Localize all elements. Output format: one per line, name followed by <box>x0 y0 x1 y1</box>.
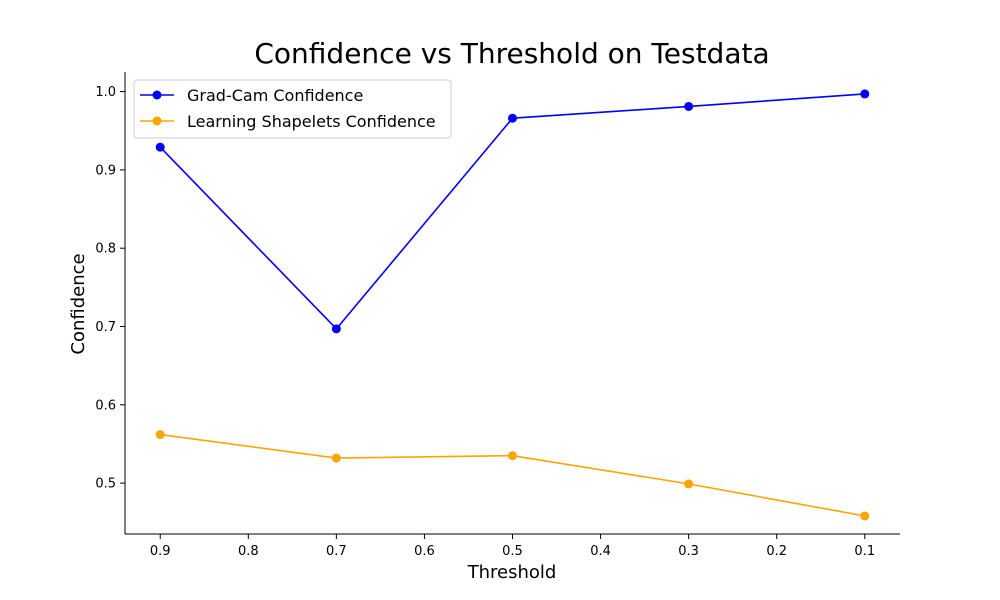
chart-title: Confidence vs Threshold on Testdata <box>254 37 769 70</box>
series-line <box>160 433 865 517</box>
data-point <box>684 101 694 111</box>
y-tick-label: 0.8 <box>95 242 116 257</box>
x-tick-label: 0.3 <box>678 544 699 559</box>
legend-items: Grad-Cam Confidence Learning Shapelets Co… <box>140 86 436 131</box>
legend-label: Grad-Cam Confidence <box>187 86 363 105</box>
series-layer <box>155 89 870 521</box>
legend: Grad-Cam Confidence Learning Shapelets Co… <box>133 79 452 139</box>
x-tick-label: 0.6 <box>414 544 435 559</box>
y-tick-label: 1.0 <box>95 85 116 100</box>
x-tick-label: 0.2 <box>766 544 787 559</box>
x-tick-label: 0.8 <box>238 544 259 559</box>
data-point <box>155 430 165 440</box>
data-point <box>508 113 517 123</box>
y-ticks: 0.5 0.6 0.7 0.8 0.9 1.0 <box>95 85 125 492</box>
data-point <box>155 142 165 152</box>
data-point <box>508 451 517 461</box>
data-point <box>331 324 341 334</box>
x-axis-title: Threshold <box>467 562 557 583</box>
series-0 <box>155 89 870 334</box>
x-tick-label: 0.1 <box>854 544 875 559</box>
legend-marker <box>152 116 162 126</box>
data-point <box>331 453 341 463</box>
x-tick-label: 0.9 <box>150 544 171 559</box>
x-tick-label: 0.5 <box>502 544 523 559</box>
x-tick-label: 0.4 <box>590 544 611 559</box>
y-axis-title: Confidence <box>68 253 89 354</box>
data-point <box>684 479 694 489</box>
data-point <box>860 89 870 99</box>
y-tick-label: 0.5 <box>95 477 116 492</box>
x-ticks: 0.9 0.8 0.7 0.6 0.5 0.4 0.3 0.2 0.1 <box>150 534 875 559</box>
legend-box <box>133 79 452 139</box>
y-tick-label: 0.9 <box>95 163 116 178</box>
legend-marker <box>152 90 162 100</box>
x-tick-label: 0.7 <box>326 544 347 559</box>
data-point <box>860 511 870 521</box>
legend-label: Learning Shapelets Confidence <box>187 112 436 131</box>
y-tick-label: 0.6 <box>95 398 116 413</box>
series-1 <box>155 430 870 521</box>
axes <box>124 72 900 535</box>
y-tick-label: 0.7 <box>95 320 116 335</box>
